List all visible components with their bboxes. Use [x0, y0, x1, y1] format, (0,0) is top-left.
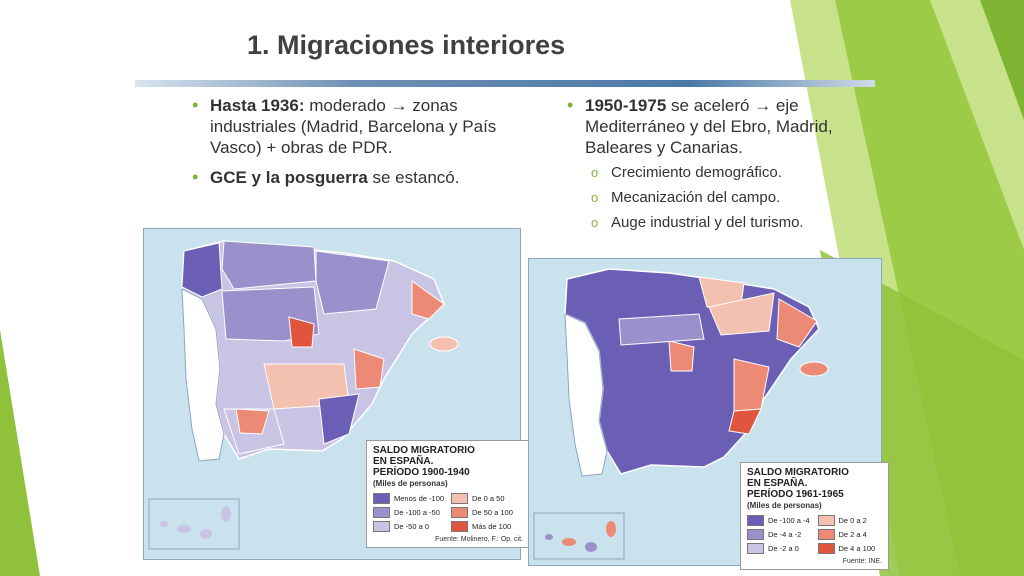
legend-swatch: [451, 507, 468, 518]
green-shape-left: [0, 330, 40, 576]
legend-swatch: [817, 529, 835, 540]
legend-swatch: [373, 507, 390, 518]
region-barcelona: [411, 280, 445, 320]
region-alicante: [728, 408, 762, 435]
bullet-bold: GCE y la posguerra: [210, 168, 368, 187]
legend-item: De 0 a 2: [817, 515, 883, 526]
legend-item: De -100 a -4: [747, 515, 812, 526]
sub-bullet-item: Auge industrial y del turismo.: [585, 214, 842, 231]
legend-item: De -4 a -2: [747, 529, 812, 540]
sub-bullet-list: Crecimiento demográfico. Mecanización de…: [585, 164, 842, 231]
legend-swatch: [817, 543, 835, 554]
legend-label: De -100 a -4: [768, 516, 810, 525]
legend-title-line: PERÍODO 1900-1940: [373, 467, 470, 478]
map-2-legend: SALDO MIGRATORIO EN ESPAÑA. PERÍODO 1961…: [740, 462, 889, 570]
legend-item: De 0 a 50: [451, 493, 523, 504]
legend-swatch: [747, 529, 764, 540]
legend-source: Fuente: INE.: [842, 558, 882, 565]
map-1900-1940: [143, 228, 521, 560]
balearic-islands: [799, 361, 829, 377]
legend-swatch: [747, 543, 764, 554]
legend-unit: (Miles de personas): [373, 479, 448, 488]
legend-item: Más de 100: [451, 521, 523, 532]
legend-swatch: [373, 493, 390, 504]
region-ebro: [708, 292, 775, 336]
region-north: [221, 240, 317, 290]
region-murcia-almeria: [318, 393, 360, 445]
legend-title-line: EN ESPAÑA.: [747, 478, 808, 489]
legend-item: Menos de -100: [373, 493, 445, 504]
legend-item: De 2 a 4: [817, 529, 883, 540]
bullet-text: se aceleró → eje Mediterráneo y del Ebro…: [585, 96, 833, 157]
bullet-item: Hasta 1936: moderado → zonas industriale…: [192, 95, 522, 158]
legend-swatch: [817, 515, 835, 526]
legend-swatch: [451, 493, 468, 504]
map-1-legend: SALDO MIGRATORIO EN ESPAÑA. PERÍODO 1900…: [366, 440, 530, 548]
region-catalonia: [776, 298, 818, 348]
bullet-item: 1950-1975 se aceleró → eje Mediterráneo …: [567, 95, 842, 231]
portugal: [564, 313, 608, 477]
legend-label: De -4 a -2: [768, 530, 802, 539]
sub-bullet-item: Crecimiento demográfico.: [585, 164, 842, 181]
legend-title-line: EN ESPAÑA.: [373, 456, 434, 467]
map-1-figure: [144, 229, 520, 559]
slide-title: 1. Migraciones interiores: [247, 30, 566, 60]
legend-item: De 4 a 100: [817, 543, 883, 554]
legend-items: De -100 a -4 De 0 a 2 De -4 a -2 De 2 a …: [747, 515, 882, 554]
left-bullet-list: Hasta 1936: moderado → zonas industriale…: [192, 95, 522, 197]
right-bullet-list: 1950-1975 se aceleró → eje Mediterráneo …: [567, 95, 842, 240]
legend-title-line: SALDO MIGRATORIO: [747, 467, 849, 478]
balearic-islands: [429, 336, 459, 352]
green-shape-3: [980, 0, 1024, 120]
portugal: [181, 288, 225, 462]
legend-title-line: SALDO MIGRATORIO: [373, 445, 475, 456]
legend-label: De -50 a 0: [394, 522, 430, 531]
legend-unit: (Miles de personas): [747, 501, 822, 510]
region-ebro: [315, 250, 390, 315]
bullet-item: GCE y la posguerra se estancó.: [192, 167, 522, 188]
legend-label: Menos de -100: [394, 494, 445, 503]
legend-source: Fuente: Molinero, F.: Op. cit.: [435, 536, 523, 543]
legend-label: De -100 a -50: [394, 508, 440, 517]
sub-bullet-item: Mecanización del campo.: [585, 189, 842, 206]
bullet-text: se estancó.: [367, 168, 460, 187]
legend-label: De 0 a 50: [472, 494, 505, 503]
legend-label: Más de 100: [472, 522, 512, 531]
title-underline: [135, 80, 875, 87]
bullet-text: moderado → zonas industriales (Madrid, B…: [210, 96, 497, 157]
bullet-bold: Hasta 1936:: [210, 96, 305, 115]
bullet-bold: 1950-1975: [585, 96, 667, 115]
legend-items: Menos de -100 De 0 a 50 De -100 a -50 De…: [373, 493, 523, 532]
canary-islands: [148, 498, 240, 550]
legend-item: De -100 a -50: [373, 507, 445, 518]
legend-item: De -2 a 0: [747, 543, 812, 554]
legend-item: De 50 a 100: [451, 507, 523, 518]
legend-label: De 50 a 100: [472, 508, 513, 517]
region-galicia: [181, 242, 223, 298]
legend-title-line: PERÍODO 1961-1965: [747, 489, 844, 500]
region-madrid: [668, 340, 695, 372]
legend-label: De -2 a 0: [768, 544, 799, 553]
legend-swatch: [451, 521, 468, 532]
canary-islands: [533, 512, 625, 560]
region-center: [618, 313, 705, 346]
legend-swatch: [373, 521, 390, 532]
legend-label: De 4 a 100: [838, 544, 876, 553]
legend-label: De 0 a 2: [838, 516, 867, 525]
legend-label: De 2 a 4: [838, 530, 867, 539]
region-seville: [235, 408, 270, 435]
region-valencia: [353, 348, 385, 390]
region-madrid: [288, 316, 315, 348]
legend-swatch: [747, 515, 764, 526]
legend-item: De -50 a 0: [373, 521, 445, 532]
